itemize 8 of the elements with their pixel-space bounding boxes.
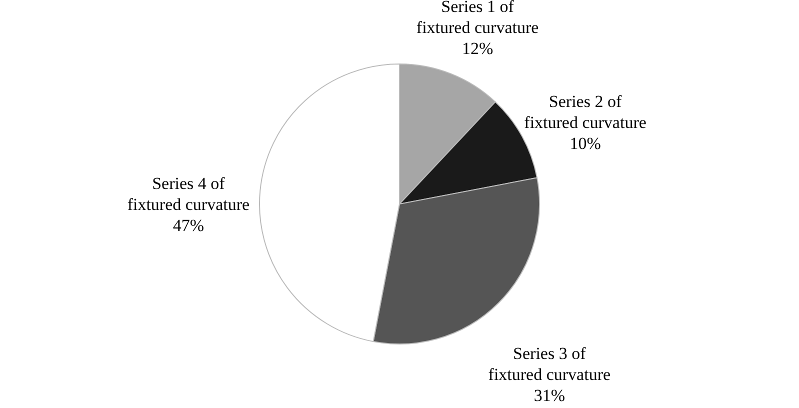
data-label: 31%: [534, 386, 565, 405]
data-label: 10%: [570, 134, 601, 153]
slice-label: Series 1 of fixtured curvature: [416, 0, 539, 37]
data-label: 47%: [172, 216, 204, 236]
data-label: 12%: [462, 38, 494, 58]
slice-label: Series 2 of fixtured curvature: [524, 92, 646, 132]
slice-label: Series 4 of fixtured curvature: [127, 174, 250, 214]
slice-label: Series 3 of fixtured curvature: [488, 344, 611, 384]
